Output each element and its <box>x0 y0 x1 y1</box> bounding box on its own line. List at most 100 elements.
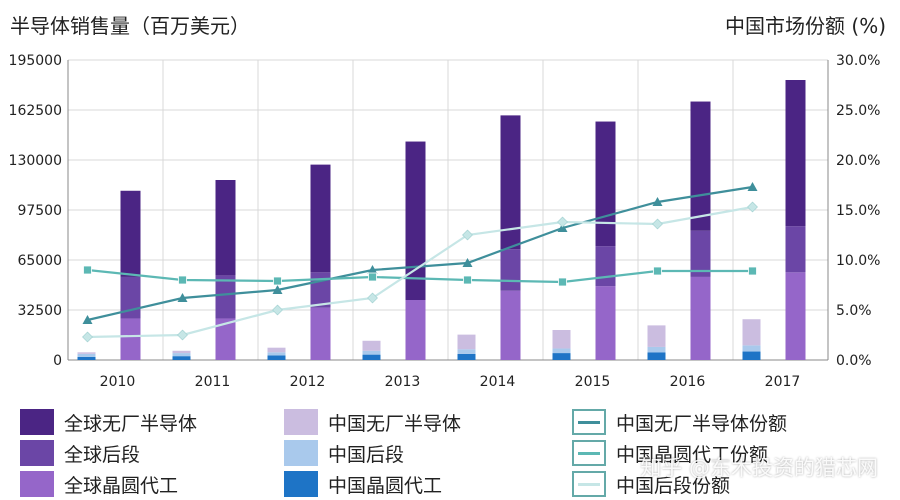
x-tick-label: 2016 <box>670 374 706 390</box>
global-bar-global_foundry <box>690 276 711 360</box>
legend-item-foundry-share: 中国晶圆代工份额 <box>572 439 768 467</box>
marker-line_backend_share <box>177 329 188 341</box>
marker-line_backend_share <box>747 201 758 213</box>
marker-line_fabless_share <box>367 265 378 274</box>
legend-swatch-foundry-share <box>572 440 606 466</box>
marker-line_backend_share <box>367 292 378 304</box>
legend-item-global-fabless: 全球无厂半导体 <box>20 408 197 436</box>
x-tick-label: 2013 <box>385 374 421 390</box>
china-bar-china_backend <box>647 346 666 353</box>
global-bar-global_backend <box>310 272 331 308</box>
legend-swatch-china-foundry <box>284 471 318 497</box>
marker-line_foundry_share <box>83 265 92 275</box>
line-line_backend_share <box>87 205 753 339</box>
legend-label-global-backend: 全球后段 <box>64 443 141 466</box>
china-bar-china_fabless <box>647 325 666 347</box>
china-bar-china_foundry <box>362 354 381 360</box>
china-bar-china_fabless <box>77 352 96 354</box>
marker-line_foundry_share <box>558 277 567 287</box>
legend-item-china-backend: 中国后段 <box>284 439 404 467</box>
legend-swatch-fabless-share <box>572 409 606 435</box>
china-bar-china_foundry <box>77 356 96 360</box>
legend-label-backend-share: 中国后段份额 <box>616 474 731 497</box>
global-bar-global_foundry <box>595 286 616 360</box>
global-bar-global_fabless <box>690 101 711 231</box>
marker-line_foundry_share <box>748 266 757 276</box>
legend-label-china-fabless: 中国无厂半导体 <box>328 412 462 435</box>
right-axis-title: 中国市场份额 (%) <box>725 14 886 38</box>
global-bar-global_fabless <box>215 180 236 276</box>
legend-item-backend-share: 中国后段份额 <box>572 470 730 498</box>
global-bar-global_foundry <box>785 272 806 360</box>
marker-line_fabless_share <box>82 315 93 324</box>
marker-line_backend_share <box>462 229 473 241</box>
x-tick-label: 2012 <box>290 374 326 390</box>
chart-legend: 全球无厂半导体 全球后段 全球晶圆代工 中国无厂半导体 中国后段 中国晶圆代工 … <box>0 408 900 500</box>
chart-canvas: 0 32500 65000 97500 130000 162500 195000 0.0% 5.… <box>9 53 881 390</box>
global-bar-global_fabless <box>500 115 521 250</box>
china-bar-china_foundry <box>742 351 761 360</box>
global-bar-global_backend <box>215 275 236 319</box>
china-bar-china_backend <box>362 350 381 355</box>
marker-line_fabless_share <box>747 182 758 191</box>
legend-label-china-backend: 中国后段 <box>328 443 405 466</box>
y-tick-label: 162500 <box>9 103 62 119</box>
china-bar-china_fabless <box>552 330 571 349</box>
global-bar-global_backend <box>500 249 521 291</box>
y-tick-label: 0 <box>53 353 62 369</box>
china-bar-china_backend <box>742 345 761 352</box>
china-bar-china_fabless <box>267 347 286 353</box>
china-bar-china_fabless <box>742 319 761 346</box>
global-bar-global_backend <box>785 226 806 273</box>
global-bar-global_fabless <box>595 121 616 247</box>
china-bar-china_backend <box>552 348 571 354</box>
marker-line_fabless_share <box>557 223 568 232</box>
marker-line_backend_share <box>652 218 663 230</box>
y2-tick-label: 15.0% <box>836 203 880 219</box>
global-bar-global_fabless <box>785 80 806 227</box>
legend-swatch-china-fabless <box>284 409 318 435</box>
global-bar-global_fabless <box>310 164 331 273</box>
left-axis-title: 半导体销售量（百万美元） <box>10 14 250 38</box>
y-tick-label: 97500 <box>17 203 62 219</box>
marker-line_fabless_share <box>177 293 188 302</box>
global-bar-global_foundry <box>310 307 331 360</box>
marker-line_foundry_share <box>368 272 377 282</box>
china-bar-china_fabless <box>172 350 191 354</box>
marker-line_backend_share <box>82 331 93 343</box>
china-bar-china_foundry <box>457 353 476 360</box>
y2-tick-label: 0.0% <box>836 353 872 369</box>
y2-tick-label: 10.0% <box>836 253 880 269</box>
y-tick-label: 130000 <box>9 153 62 169</box>
china-bar-china_backend <box>172 353 191 357</box>
global-bar-global_fabless <box>120 190 141 277</box>
china-bar-china_backend <box>267 352 286 356</box>
global-bar-global_foundry <box>215 318 236 360</box>
marker-line_backend_share <box>272 304 283 316</box>
marker-line_foundry_share <box>653 266 662 276</box>
china-bar-china_foundry <box>552 353 571 360</box>
legend-item-china-foundry: 中国晶圆代工 <box>284 470 442 498</box>
china-bar-china_backend <box>457 349 476 354</box>
x-tick-label: 2011 <box>195 374 231 390</box>
line-line_foundry_share <box>87 268 753 284</box>
marker-line_fabless_share <box>462 258 473 267</box>
legend-swatch-global-backend <box>20 440 54 466</box>
china-bar-china_fabless <box>362 340 381 351</box>
marker-line_fabless_share <box>652 197 663 206</box>
x-tick-label: 2010 <box>100 374 136 390</box>
y-tick-label: 195000 <box>9 53 62 69</box>
china-bar-china_backend <box>77 353 96 357</box>
global-bar-global_foundry <box>500 290 521 360</box>
legend-swatch-global-fabless <box>20 409 54 435</box>
y-tick-label: 32500 <box>17 303 62 319</box>
legend-item-global-backend: 全球后段 <box>20 439 140 467</box>
legend-item-fabless-share: 中国无厂半导体份额 <box>572 408 787 436</box>
china-bar-china_foundry <box>647 352 666 360</box>
legend-swatch-global-foundry <box>20 471 54 497</box>
china-bar-china_foundry <box>172 356 191 360</box>
global-bar-global_fabless <box>405 141 426 300</box>
legend-label-global-foundry: 全球晶圆代工 <box>64 474 179 497</box>
legend-label-fabless-share: 中国无厂半导体份额 <box>616 412 788 435</box>
marker-line_foundry_share <box>273 276 282 286</box>
